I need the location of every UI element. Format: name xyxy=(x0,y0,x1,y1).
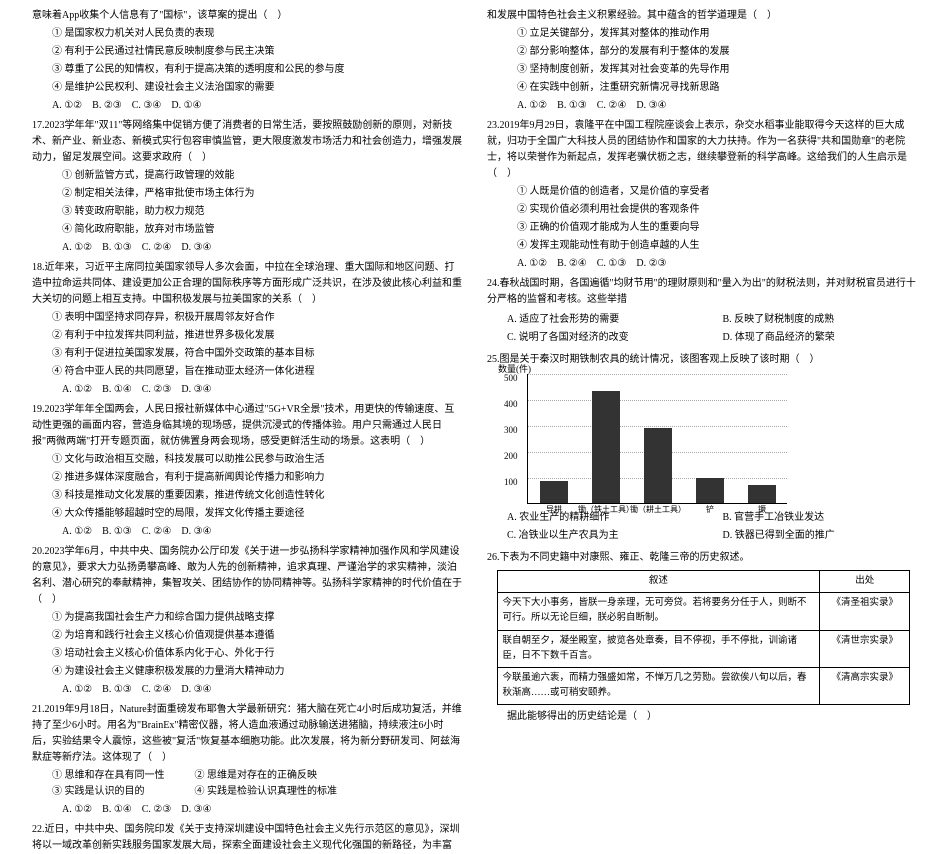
opt: ④ 大众传播能够超越时空的局限，发挥文化传播主要途径 xyxy=(32,506,463,522)
cell: 今天下大小事务，皆朕一身亲理，无可旁贷。若将要务分任于人，则断不可行。所以无论巨… xyxy=(497,593,820,630)
opt-d: D. 铁器已得到全面的推广 xyxy=(703,528,919,544)
q21: 21.2019年9月18日，Nature封面重磅发布耶鲁大学最新研究：猪大脑在死… xyxy=(32,702,463,766)
cell: 《清圣祖实录》 xyxy=(820,593,910,630)
right-column: 和发展中国特色社会主义积累经验。其中蕴含的哲学道理是（ ） ① 立足关键部分，发… xyxy=(475,8,930,664)
th-src: 出处 xyxy=(820,571,910,593)
opt: ④ 简化政府职能，放弃对市场监管 xyxy=(32,222,463,238)
opt-inline: ① 思维和存在具有同一性 ② 思维是对存在的正确反映 ③ 实践是认识的目的 ④ … xyxy=(32,768,463,800)
opt: ① 文化与政治相互交融，科技发展可以助推公民参与政治生活 xyxy=(32,452,463,468)
th-desc: 叙述 xyxy=(497,571,820,593)
history-table: 叙述 出处 今天下大小事务，皆朕一身亲理，无可旁贷。若将要务分任于人，则断不可行… xyxy=(497,570,911,705)
opt-a: A. 适应了社会形势的需要 xyxy=(487,312,703,328)
cell: 《清高宗实录》 xyxy=(820,667,910,704)
q22-cont: 和发展中国特色社会主义积累经验。其中蕴含的哲学道理是（ ） xyxy=(487,8,918,24)
opt-d: D. 体现了商品经济的繁荣 xyxy=(703,330,919,346)
answer-line: A. ①② B. ①③ C. ②④ D. ③④ xyxy=(487,98,918,114)
opt: ② 制定相关法律，严格审批使市场主体行为 xyxy=(32,186,463,202)
q18: 18.近年来，习近平主席同拉美国家领导人多次会面，中拉在全球治理、重大国际和地区… xyxy=(32,260,463,308)
q19: 19.2023学年年全国两会，人民日报社新媒体中心通过"5G+VR全景"技术，用… xyxy=(32,402,463,450)
opt: ③ 尊重了公民的知情权，有利于提高决策的透明度和公民的参与度 xyxy=(32,62,463,78)
opt: ② 部分影响整体，部分的发展有利于整体的发展 xyxy=(487,44,918,60)
opt-b: B. 反映了财税制度的成熟 xyxy=(703,312,919,328)
opt: ① 为提高我国社会生产力和综合国力提供战略支撑 xyxy=(32,610,463,626)
opt-c: C. 冶铁业以生产农具为主 xyxy=(487,528,703,544)
opt: ③ 有利于促进拉美国家发展，符合中国外交政策的基本目标 xyxy=(32,346,463,362)
opt: ① 是国家权力机关对人民负责的表现 xyxy=(32,26,463,42)
opt: ① 创新监管方式，提高行政管理的效能 xyxy=(32,168,463,184)
q17: 17.2023学年年"双11"等网络集中促销方便了消费者的日常生活，要按照鼓励创… xyxy=(32,118,463,166)
left-column: 意味着App收集个人信息有了"国标"，该草案的提出（ ） ① 是国家权力机关对人… xyxy=(20,8,475,664)
opt: ② 推进多媒体深度融合，有利于提高新闻舆论传播力和影响力 xyxy=(32,470,463,486)
opt: ④ 发挥主观能动性有助于创造卓越的人生 xyxy=(487,238,918,254)
q24: 24.春秋战国时期，各国遍循"均财节用"的理财原则和"量入为出"的财税法则，并对… xyxy=(487,276,918,308)
q22: 22.近日，中共中央、国务院印发《关于支持深圳建设中国特色社会主义先行示范区的意… xyxy=(32,822,463,854)
opts-24: A. 适应了社会形势的需要 B. 反映了财税制度的成熟 C. 说明了各国对经济的… xyxy=(487,312,918,348)
bar-chart: 数量(件)100200300400500导耕锄（铁土工具）锄（耕土工具）铲镢 xyxy=(527,374,918,504)
opt: ④ 为建设社会主义健康积极发展的力量消大精神动力 xyxy=(32,664,463,680)
opt: ③ 坚持制度创新，发挥其对社会变革的先导作用 xyxy=(487,62,918,78)
opt: ④ 符合中亚人民的共同愿望，旨在推动亚太经济一体化进程 xyxy=(32,364,463,380)
answer-line: A. ①② B. ①④ C. ②③ D. ③④ xyxy=(32,382,463,398)
answer-line: A. ①② B. ①③ C. ②④ D. ③④ xyxy=(32,682,463,698)
answer-line: A. ①② B. ①④ C. ②③ D. ③④ xyxy=(32,802,463,818)
cell: 联自朝至夕，凝坐殿室，披览各处章奏，目不停视，手不停批，训谕诸臣，日不下数千百言… xyxy=(497,630,820,667)
opt: ② 为培育和践行社会主义核心价值观提供基本遵循 xyxy=(32,628,463,644)
opt: ③ 转变政府职能，助力权力规范 xyxy=(32,204,463,220)
cell: 今联虽逾六袠，而精力强盛如常，不惮万几之劳勚。尝欲俟八旬以后，春秋渐高……或可稍… xyxy=(497,667,820,704)
opt: ④ 在实践中创新，注重研究新情况寻找新思路 xyxy=(487,80,918,96)
opt: ③ 正确的价值观才能成为人生的重要向导 xyxy=(487,220,918,236)
opt: ② 有利于公民通过社情民意反映制度参与民主决策 xyxy=(32,44,463,60)
q20: 20.2023学年6月，中共中央、国务院办公厅印发《关于进一步弘扬科学家精神加强… xyxy=(32,544,463,608)
opt: ④ 是维护公民权利、建设社会主义法治国家的需要 xyxy=(32,80,463,96)
opt: ① 人既是价值的创造者，又是价值的享受者 xyxy=(487,184,918,200)
answer-line: A. ①② B. ①③ C. ②④ D. ③④ xyxy=(32,240,463,256)
q-intro: 意味着App收集个人信息有了"国标"，该草案的提出（ ） xyxy=(32,8,463,24)
opt: ① 立足关键部分，发挥其对整体的推动作用 xyxy=(487,26,918,42)
opt: ② 有利于中拉发挥共同利益，推进世界多极化发展 xyxy=(32,328,463,344)
opt-c: C. 说明了各国对经济的改变 xyxy=(487,330,703,346)
answer-line: A. ①② B. ②③ C. ③④ D. ①④ xyxy=(32,98,463,114)
opt: ① 表明中国坚持求同存异，积极开展周邻友好合作 xyxy=(32,310,463,326)
cell: 《清世宗实录》 xyxy=(820,630,910,667)
opt: ② 实现价值必须利用社会提供的客观条件 xyxy=(487,202,918,218)
answer-line: A. ①② B. ①③ C. ②④ D. ③④ xyxy=(32,524,463,540)
answer-line: A. ①② B. ②④ C. ①③ D. ②③ xyxy=(487,256,918,272)
q26: 26.下表为不同史籍中对康熙、雍正、乾隆三帝的历史叙述。 xyxy=(487,550,918,566)
q23: 23.2019年9月29日，袁隆平在中国工程院座谈会上表示，杂交水稻事业能取得今… xyxy=(487,118,918,182)
q26-tail: 据此能够得出的历史结论是（ ） xyxy=(487,709,918,725)
opt-b: B. 官营手工冶铁业发达 xyxy=(703,510,919,526)
opt: ③ 科技是推动文化发展的重要因素，推进传统文化创造性转化 xyxy=(32,488,463,504)
q25: 25.图是关于秦汉时期铁制农具的统计情况，该图客观上反映了该时期（ ） xyxy=(487,352,918,368)
opt: ③ 培动社会主义核心价值体系内化于心、外化于行 xyxy=(32,646,463,662)
